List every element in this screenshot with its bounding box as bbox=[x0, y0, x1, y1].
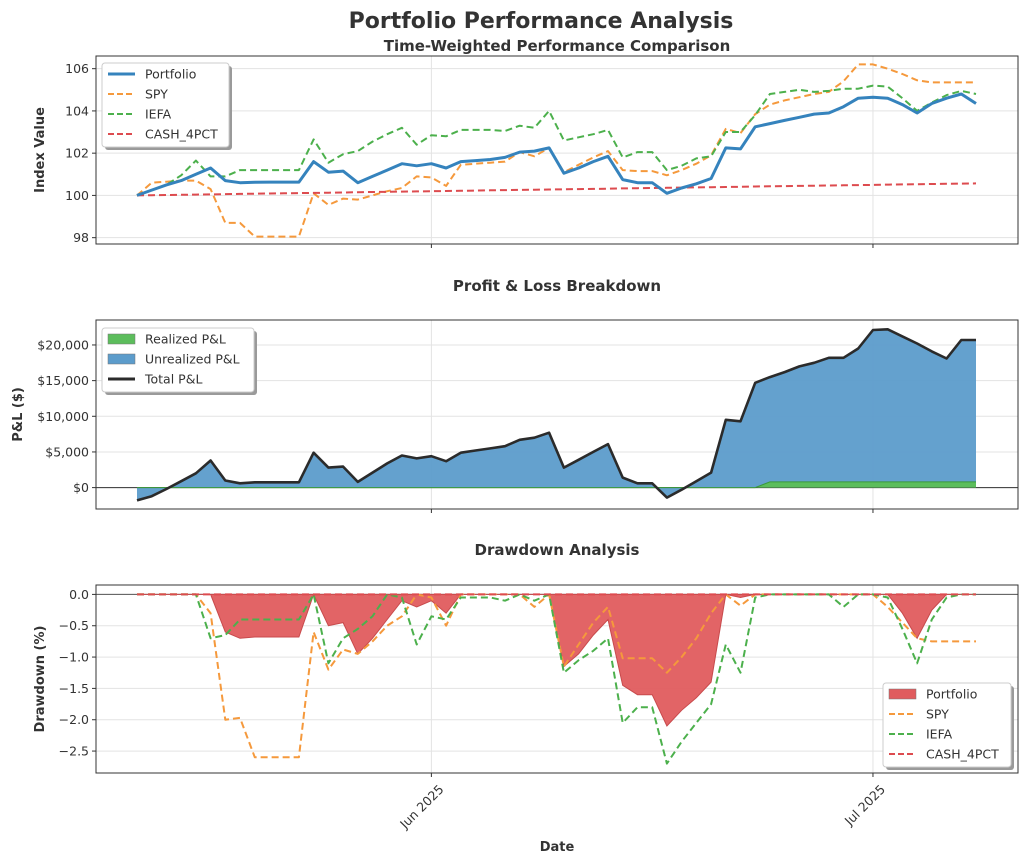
y-tick-label: −2.5 bbox=[59, 744, 89, 759]
legend-label: Portfolio bbox=[145, 67, 196, 82]
y-tick-label: 102 bbox=[65, 146, 89, 161]
legend-entry: SPY bbox=[108, 87, 168, 102]
legend-label: Total P&L bbox=[144, 372, 202, 387]
series-line-cash_4pct bbox=[136, 182, 977, 197]
panel-2: Profit & Loss Breakdown $0 $5,000 $10,000 $1… bbox=[11, 277, 1019, 513]
y-tick-label: $20,000 bbox=[37, 337, 89, 352]
series-line-total-pnl bbox=[136, 327, 976, 502]
plot-area bbox=[136, 63, 977, 238]
x-axis-label: Date bbox=[540, 840, 575, 855]
axes-frame bbox=[95, 584, 1019, 774]
legend-label: SPY bbox=[926, 707, 949, 722]
legend-box bbox=[101, 62, 230, 148]
legend-label: CASH_4PCT bbox=[926, 747, 999, 762]
chart-panels: Time-Weighted Performance Comparison 98 10… bbox=[11, 37, 1019, 832]
legend-entry: Realized P&L bbox=[107, 332, 226, 347]
area-portfolio-drawdown bbox=[137, 593, 976, 727]
y-tick-label: $15,000 bbox=[37, 373, 89, 388]
legend-box bbox=[101, 327, 255, 393]
y-tick-label: $5,000 bbox=[45, 444, 89, 459]
y-axis-label: P&L ($) bbox=[11, 387, 26, 442]
legend-label: Unrealized P&L bbox=[145, 352, 240, 367]
panel-title: Drawdown Analysis bbox=[475, 541, 640, 559]
panel-title: Profit & Loss Breakdown bbox=[453, 277, 661, 295]
x-tick-label: Jul 2025 bbox=[841, 782, 888, 829]
legend-label: SPY bbox=[145, 87, 168, 102]
plot-area bbox=[96, 327, 1018, 502]
plot-area bbox=[96, 593, 1018, 765]
y-tick-label: 106 bbox=[65, 61, 89, 76]
y-tick-label: $0 bbox=[73, 480, 89, 495]
y-tick-label: $10,000 bbox=[37, 409, 89, 424]
series-line-portfolio bbox=[136, 92, 977, 197]
x-tick-label: Jun 2025 bbox=[396, 782, 446, 832]
legend-entry: CASH_4PCT bbox=[108, 127, 218, 142]
series-line-spy bbox=[137, 593, 976, 759]
y-tick-label: 0.0 bbox=[69, 587, 89, 602]
legend-entry: CASH_4PCT bbox=[889, 747, 999, 762]
legend-entry: IEFA bbox=[108, 107, 172, 122]
y-tick-label: −1.0 bbox=[59, 650, 89, 665]
y-tick-label: −2.0 bbox=[59, 712, 89, 727]
y-tick-label: 100 bbox=[65, 188, 89, 203]
legend-label: Portfolio bbox=[926, 687, 977, 702]
legend-label: Realized P&L bbox=[145, 332, 226, 347]
legend-entry: Total P&L bbox=[108, 372, 202, 387]
legend-label: IEFA bbox=[926, 727, 953, 742]
legend-swatch bbox=[107, 353, 136, 365]
series-line-iefa bbox=[136, 84, 977, 197]
realized-edge bbox=[137, 481, 976, 489]
legend: Portfolio SPY IEFA CASH_4PCT bbox=[882, 682, 1014, 770]
panel-title: Time-Weighted Performance Comparison bbox=[384, 37, 731, 55]
legend-label: IEFA bbox=[145, 107, 172, 122]
legend-entry: Portfolio bbox=[108, 67, 196, 82]
axes-frame bbox=[95, 55, 1019, 245]
series-line-spy bbox=[136, 63, 976, 238]
y-tick-label: 104 bbox=[65, 103, 89, 118]
legend-entry: Unrealized P&L bbox=[107, 352, 240, 367]
legend-entry: SPY bbox=[889, 707, 949, 722]
series-line-iefa bbox=[137, 593, 976, 765]
area-unrealized-pnl bbox=[137, 329, 976, 501]
y-axis-label: Index Value bbox=[33, 107, 48, 193]
axes-frame bbox=[95, 319, 1019, 510]
y-tick-label: 98 bbox=[73, 230, 89, 245]
legend: Portfolio SPY IEFA CASH_4PCT bbox=[101, 62, 232, 150]
y-axis-label: Drawdown (%) bbox=[33, 626, 48, 733]
legend-label: CASH_4PCT bbox=[145, 127, 218, 142]
legend: Realized P&L Unrealized P&L Total P&L bbox=[101, 327, 257, 395]
legend-entry: IEFA bbox=[889, 727, 953, 742]
y-tick-label: −1.5 bbox=[59, 681, 89, 696]
y-tick-label: −0.5 bbox=[59, 618, 89, 633]
panel-1: Time-Weighted Performance Comparison 98 10… bbox=[33, 37, 1019, 248]
legend-swatch bbox=[107, 333, 136, 345]
figure-title: Portfolio Performance Analysis bbox=[349, 9, 734, 34]
legend-swatch bbox=[888, 688, 917, 700]
panel-3: Drawdown Analysis 0.0 −0.5 −1.0 −1.5 −2.0 −2.5… bbox=[33, 541, 1019, 832]
legend-entry: Portfolio bbox=[888, 687, 977, 702]
legend-box bbox=[882, 682, 1012, 768]
